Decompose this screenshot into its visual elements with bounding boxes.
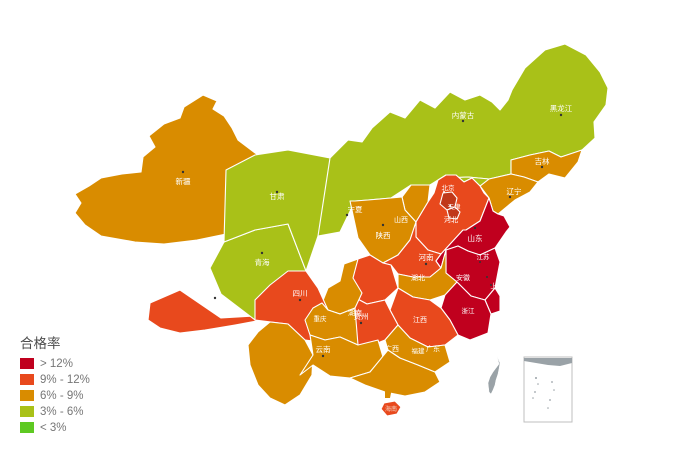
svg-text:海南: 海南: [385, 405, 397, 413]
svg-text:江苏: 江苏: [477, 252, 491, 261]
svg-text:重庆: 重庆: [314, 314, 328, 323]
svg-text:湖南: 湖南: [348, 308, 362, 317]
svg-text:江西: 江西: [413, 316, 427, 324]
svg-text:内蒙古: 内蒙古: [452, 110, 475, 120]
svg-text:广西: 广西: [385, 344, 399, 353]
svg-text:四川: 四川: [293, 289, 308, 298]
svg-text:福建: 福建: [412, 346, 426, 355]
svg-text:9% - 12%: 9% - 12%: [40, 374, 90, 386]
svg-text:合格率: 合格率: [20, 335, 61, 351]
svg-text:辽宁: 辽宁: [507, 186, 522, 196]
svg-text:西藏: 西藏: [208, 301, 223, 311]
svg-text:青海: 青海: [255, 257, 270, 267]
svg-text:3% - 6%: 3% - 6%: [40, 406, 83, 418]
svg-text:北京: 北京: [442, 183, 456, 192]
svg-text:云南: 云南: [316, 344, 331, 354]
svg-text:> 12%: > 12%: [40, 358, 73, 370]
svg-text:宁夏: 宁夏: [348, 204, 363, 214]
svg-text:浙江: 浙江: [462, 306, 476, 315]
svg-text:湖北: 湖北: [411, 273, 425, 282]
svg-text:< 3%: < 3%: [40, 422, 67, 434]
svg-text:山西: 山西: [394, 215, 408, 224]
svg-text:6% - 9%: 6% - 9%: [40, 390, 83, 402]
svg-text:天津: 天津: [448, 203, 462, 211]
svg-text:山东: 山东: [468, 233, 483, 243]
svg-text:吉林: 吉林: [535, 156, 550, 166]
svg-text:陕西: 陕西: [376, 230, 391, 240]
svg-text:新疆: 新疆: [176, 176, 191, 186]
svg-text:安徽: 安徽: [456, 273, 470, 282]
svg-text:上海: 上海: [491, 281, 505, 290]
svg-text:河南: 河南: [419, 252, 434, 262]
svg-text:广东: 广东: [426, 344, 440, 353]
svg-text:黑龙江: 黑龙江: [550, 103, 573, 113]
svg-text:甘肃: 甘肃: [270, 191, 285, 201]
svg-text:河北: 河北: [444, 216, 458, 224]
